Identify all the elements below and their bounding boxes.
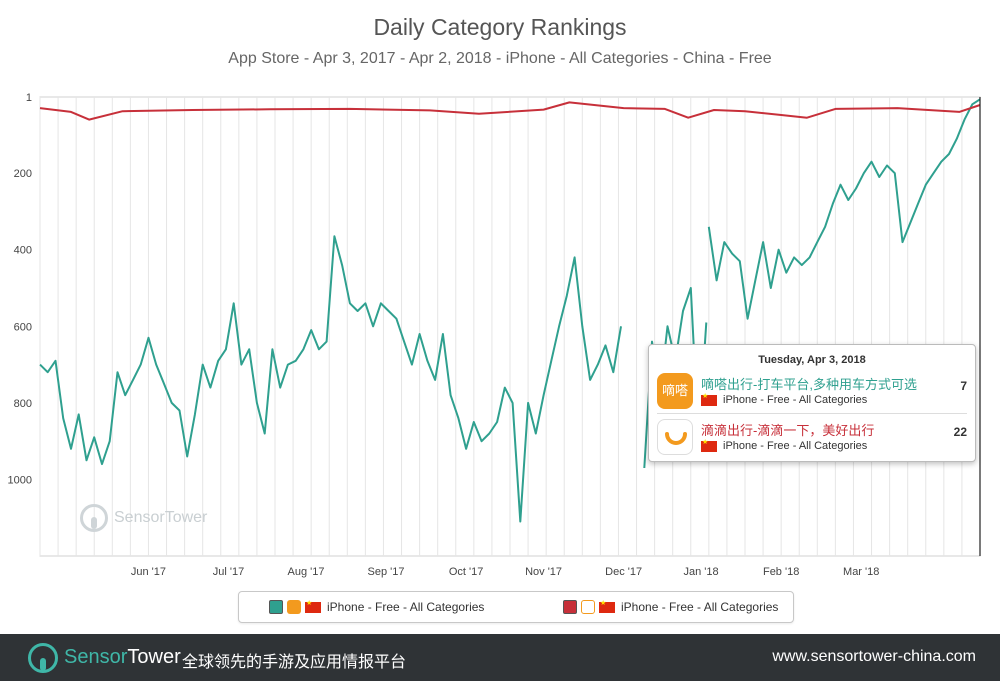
chart-tooltip: Tuesday, Apr 3, 2018 嘀嗒 嘀嗒出行-打车平台,多种用车方式…: [648, 344, 976, 462]
china-flag-icon: [305, 599, 321, 613]
tooltip-app-name: 嘀嗒出行-打车平台,多种用车方式可选: [701, 377, 917, 392]
footer-bar: SensorTower 全球领先的手游及应用情报平台 www.sensortow…: [0, 634, 1000, 681]
chart-subtitle: App Store - Apr 3, 2017 - Apr 2, 2018 - …: [228, 50, 772, 67]
x-tick-label: Oct '17: [449, 566, 484, 578]
series-line-0: [39, 235, 622, 523]
x-tick-label: Aug '17: [288, 566, 325, 578]
tooltip-date: Tuesday, Apr 3, 2018: [758, 354, 866, 366]
y-tick-label: 800: [14, 398, 32, 410]
footer-url[interactable]: www.sensortower-china.com: [772, 648, 976, 665]
china-flag-icon: [701, 438, 717, 452]
series-line-3: [39, 101, 981, 121]
watermark: SensorTower: [80, 504, 207, 532]
x-tick-label: Mar '18: [843, 566, 879, 578]
chart-legend: iPhone - Free - All Categories iPhone - …: [238, 591, 794, 623]
legend-swatch-teal: [269, 600, 283, 614]
legend-item-didachuxing[interactable]: iPhone - Free - All Categories: [269, 598, 484, 616]
tooltip-row-didachuxing: 嘀嗒 嘀嗒出行-打车平台,多种用车方式可选 iPhone - Free - Al…: [657, 369, 967, 413]
footer-brand[interactable]: SensorTower: [64, 646, 181, 668]
y-tick-label: 400: [14, 245, 32, 257]
didi-mini-icon: [581, 600, 595, 614]
tooltip-rank: 7: [960, 379, 967, 393]
y-tick-label: 200: [14, 168, 32, 180]
tooltip-app-name: 滴滴出行-滴滴一下，美好出行: [701, 423, 875, 438]
didachuxing-mini-icon: [287, 600, 301, 614]
series-line-2: [707, 98, 981, 320]
x-tick-label: Jul '17: [213, 566, 244, 578]
legend-swatch-red: [563, 600, 577, 614]
legend-label: iPhone - Free - All Categories: [621, 600, 779, 614]
x-tick-label: Feb '18: [763, 566, 799, 578]
watermark-text: SensorTower: [114, 509, 208, 526]
y-tick-label: 1000: [8, 474, 32, 486]
chart-title: Daily Category Rankings: [373, 14, 627, 40]
y-tick-label: 1: [26, 92, 32, 104]
china-flag-icon: [701, 392, 717, 406]
tooltip-rank: 22: [953, 425, 967, 439]
sensortower-logo-icon: [28, 643, 58, 673]
china-flag-icon: [599, 599, 615, 613]
legend-label: iPhone - Free - All Categories: [327, 600, 485, 614]
legend-item-didi[interactable]: iPhone - Free - All Categories: [563, 598, 778, 616]
tooltip-app-sub: iPhone - Free - All Categories: [701, 438, 867, 452]
x-tick-label: Nov '17: [525, 566, 562, 578]
x-tick-label: Jan '18: [684, 566, 719, 578]
didi-logo-icon: [665, 432, 687, 445]
footer-slogan: 全球领先的手游及应用情报平台: [182, 654, 407, 671]
didi-app-icon: [657, 419, 693, 455]
ranking-chart[interactable]: 1 200 400 600 800 1000 Jun '17 Jul '17 Aug '17 Se…: [0, 80, 1000, 590]
x-tick-label: Sep '17: [368, 566, 405, 578]
tooltip-row-didi: 滴滴出行-滴滴一下，美好出行 iPhone - Free - All Categ…: [657, 415, 967, 459]
tooltip-app-sub: iPhone - Free - All Categories: [701, 392, 867, 406]
sensortower-watermark-icon: [80, 504, 108, 532]
didachuxing-app-icon: 嘀嗒: [657, 373, 693, 409]
x-tick-label: Jun '17: [131, 566, 166, 578]
tooltip-divider: [657, 413, 967, 414]
y-tick-label: 600: [14, 321, 32, 333]
x-tick-label: Dec '17: [605, 566, 642, 578]
